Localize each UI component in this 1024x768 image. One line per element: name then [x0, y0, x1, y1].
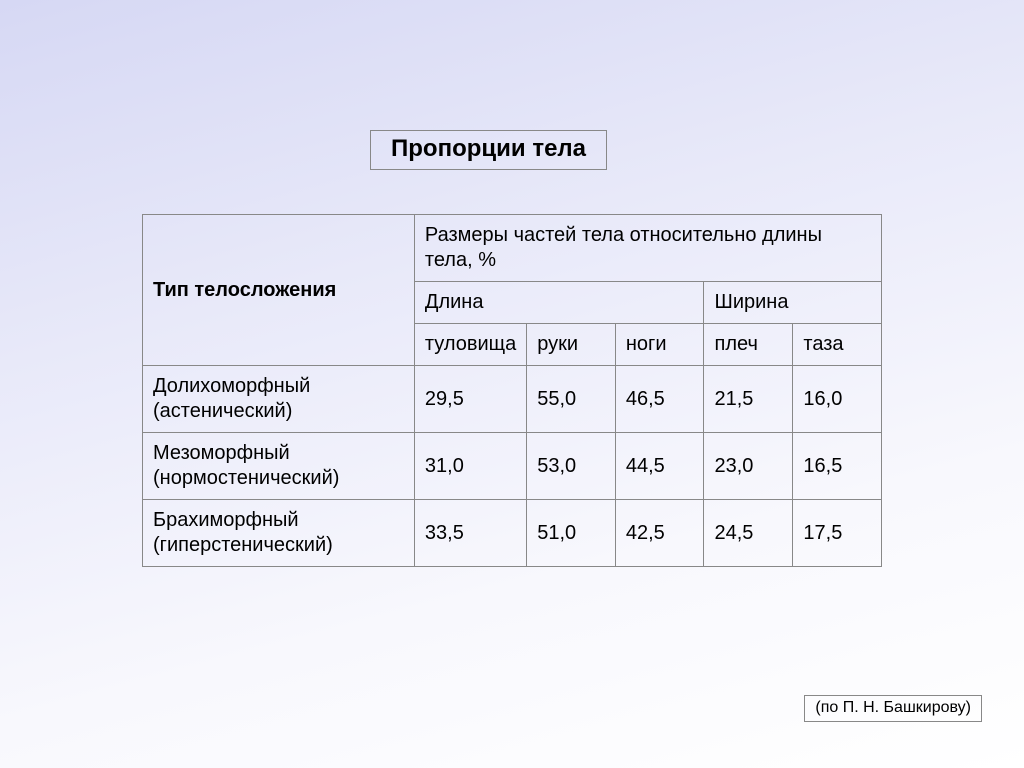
slide-title: Пропорции тела: [391, 135, 586, 162]
source-citation: (по П. Н. Башкирову): [804, 695, 982, 722]
col-header-torso: туловища: [414, 324, 526, 366]
col-header-type: Тип телосложения: [143, 215, 415, 366]
table-row: Брахиморфный (гиперстенический) 33,5 51,…: [143, 500, 882, 567]
cell-value: 44,5: [615, 433, 704, 500]
cell-value: 17,5: [793, 500, 882, 567]
proportions-table: Тип телосложения Размеры частей тела отн…: [142, 214, 882, 567]
col-header-legs: ноги: [615, 324, 704, 366]
cell-value: 24,5: [704, 500, 793, 567]
cell-value: 31,0: [414, 433, 526, 500]
col-header-pelvis: таза: [793, 324, 882, 366]
cell-value: 51,0: [527, 500, 616, 567]
type-line2: (астенический): [153, 400, 292, 422]
type-line1: Долихоморфный: [153, 375, 310, 397]
cell-value: 29,5: [414, 366, 526, 433]
cell-value: 23,0: [704, 433, 793, 500]
col-header-group: Размеры частей тела относительно длины т…: [414, 215, 881, 282]
cell-value: 46,5: [615, 366, 704, 433]
cell-value: 21,5: [704, 366, 793, 433]
cell-type: Мезоморфный (нормостенический): [143, 433, 415, 500]
table-header-row-1: Тип телосложения Размеры частей тела отн…: [143, 215, 882, 282]
cell-value: 42,5: [615, 500, 704, 567]
cell-type: Брахиморфный (гиперстенический): [143, 500, 415, 567]
title-box: Пропорции тела: [370, 130, 607, 170]
col-header-length: Длина: [414, 282, 704, 324]
slide: Пропорции тела Тип телосложения Размеры …: [0, 0, 1024, 768]
cell-value: 16,5: [793, 433, 882, 500]
type-line2: (гиперстенический): [153, 534, 333, 556]
col-header-width: Ширина: [704, 282, 882, 324]
type-line2: (нормостенический): [153, 467, 339, 489]
table-row: Долихоморфный (астенический) 29,5 55,0 4…: [143, 366, 882, 433]
cell-type: Долихоморфный (астенический): [143, 366, 415, 433]
cell-value: 53,0: [527, 433, 616, 500]
table-row: Мезоморфный (нормостенический) 31,0 53,0…: [143, 433, 882, 500]
col-header-arms: руки: [527, 324, 616, 366]
type-line1: Брахиморфный: [153, 509, 299, 531]
cell-value: 16,0: [793, 366, 882, 433]
type-line1: Мезоморфный: [153, 442, 290, 464]
cell-value: 55,0: [527, 366, 616, 433]
cell-value: 33,5: [414, 500, 526, 567]
col-header-shoulders: плеч: [704, 324, 793, 366]
